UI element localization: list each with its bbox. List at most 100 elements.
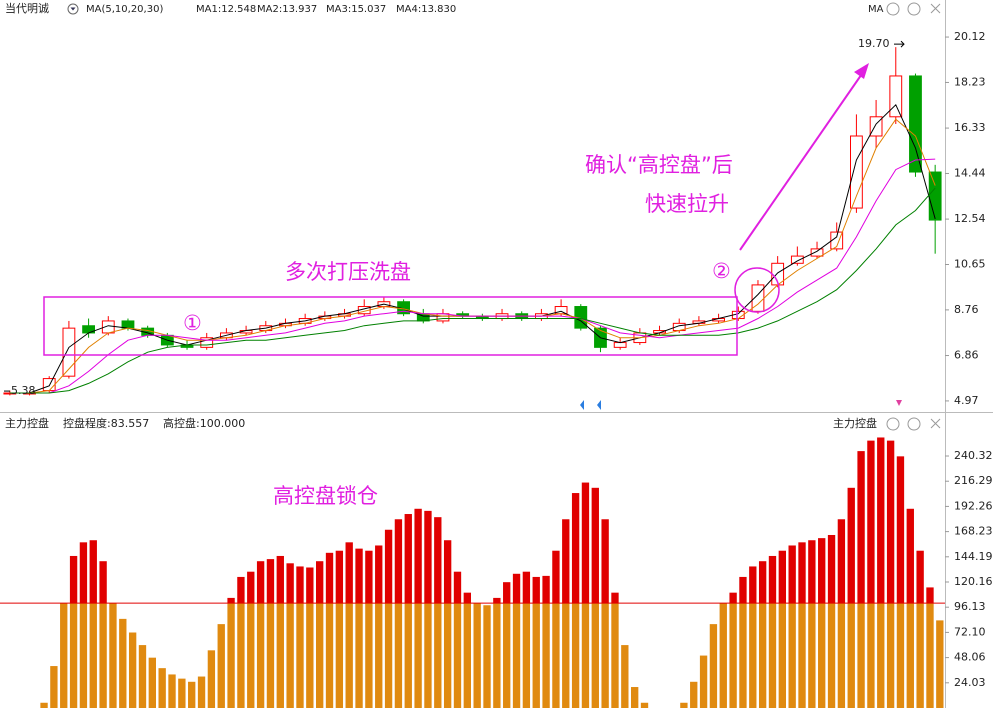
settings-icon[interactable] xyxy=(886,417,900,431)
bar xyxy=(818,603,826,708)
low-label: 5.38 xyxy=(11,384,36,397)
annotation-arrowhead xyxy=(854,63,869,79)
bar xyxy=(128,632,137,708)
bar xyxy=(798,542,806,604)
bar xyxy=(463,592,471,604)
bar xyxy=(788,603,796,708)
settings-icon[interactable] xyxy=(886,2,900,16)
bar xyxy=(818,538,826,604)
bar xyxy=(355,548,363,604)
y-tick-label: 144.19 xyxy=(954,550,993,563)
candle-body xyxy=(889,75,903,118)
y-tick-label: 10.65 xyxy=(954,257,986,270)
bar xyxy=(276,603,284,708)
help-icon[interactable] xyxy=(907,417,921,431)
bar xyxy=(778,550,786,604)
bar xyxy=(542,575,550,604)
bar xyxy=(808,603,816,708)
annotation: ② xyxy=(712,259,731,283)
bar xyxy=(424,603,432,708)
bar xyxy=(266,603,275,708)
legend-entry: 高控盘:100.000 xyxy=(163,416,245,430)
y-tick-label: 16.33 xyxy=(954,121,986,134)
bar xyxy=(424,510,432,604)
bar xyxy=(79,542,88,604)
bar xyxy=(503,603,511,708)
bar xyxy=(434,517,442,604)
bar xyxy=(837,519,846,604)
legend-entry: MA4:13.830 xyxy=(396,4,456,15)
bar xyxy=(316,561,324,604)
event-marker xyxy=(896,400,902,406)
bar xyxy=(503,582,511,604)
annotation-circle xyxy=(734,267,780,313)
y-tick-label: 18.23 xyxy=(954,75,986,88)
bar xyxy=(916,550,924,604)
bar xyxy=(325,603,334,708)
candle-body xyxy=(869,116,883,137)
bar xyxy=(345,542,353,604)
bar xyxy=(690,681,698,708)
bar xyxy=(316,603,324,708)
bar xyxy=(89,603,97,708)
bar xyxy=(168,674,176,708)
close-icon[interactable] xyxy=(930,418,941,429)
bar xyxy=(601,519,609,604)
annotation: 确认“高控盘”后 xyxy=(585,153,733,177)
bar xyxy=(286,603,294,708)
bar xyxy=(473,603,481,708)
bar xyxy=(896,456,905,604)
bar xyxy=(837,603,846,708)
bar xyxy=(266,559,275,604)
bar xyxy=(384,529,393,604)
bar xyxy=(443,540,452,604)
bar xyxy=(532,576,540,604)
bar xyxy=(493,597,501,604)
bar xyxy=(109,603,117,708)
candle-body xyxy=(200,337,214,348)
help-icon[interactable] xyxy=(907,2,921,16)
bar xyxy=(394,603,403,708)
bar xyxy=(857,451,865,604)
close-icon[interactable] xyxy=(930,3,941,14)
bar xyxy=(286,563,294,604)
bar xyxy=(188,681,196,708)
bar xyxy=(99,561,107,604)
bar xyxy=(867,603,875,708)
candle-body xyxy=(909,75,922,173)
y-tick-label: 4.97 xyxy=(954,394,979,407)
bar xyxy=(138,645,147,708)
bar xyxy=(719,603,727,708)
annotation-arrow xyxy=(739,67,867,251)
bar xyxy=(542,603,550,708)
bar xyxy=(621,645,629,708)
bar xyxy=(207,650,216,708)
bar xyxy=(877,603,885,708)
bar xyxy=(739,576,747,604)
bar xyxy=(453,571,462,604)
legend-entry: MA2:13.937 xyxy=(257,4,317,15)
y-tick-label: 96.13 xyxy=(954,600,986,613)
y-tick-label: 8.76 xyxy=(954,303,979,316)
panel-title-right: 主力控盘 xyxy=(833,416,877,430)
bar xyxy=(375,545,383,604)
bar xyxy=(355,603,363,708)
bar xyxy=(79,603,88,708)
bar xyxy=(581,603,590,708)
bar xyxy=(296,566,304,604)
y-tick-label: 216.29 xyxy=(954,474,993,487)
bar xyxy=(247,603,255,708)
bar xyxy=(729,592,737,604)
ma-button[interactable]: MA xyxy=(868,4,884,15)
annotation: 快速拉升 xyxy=(645,192,729,216)
bar xyxy=(611,592,619,604)
bar xyxy=(375,603,383,708)
y-tick-label: 12.54 xyxy=(954,212,986,225)
dropdown-icon[interactable] xyxy=(67,3,79,15)
bar xyxy=(631,687,639,708)
annotation: 高控盘锁仓 xyxy=(273,484,378,508)
bar xyxy=(217,624,225,708)
legend-entry: MA1:12.548 xyxy=(196,4,256,15)
bar xyxy=(581,482,590,604)
bar xyxy=(50,666,58,708)
